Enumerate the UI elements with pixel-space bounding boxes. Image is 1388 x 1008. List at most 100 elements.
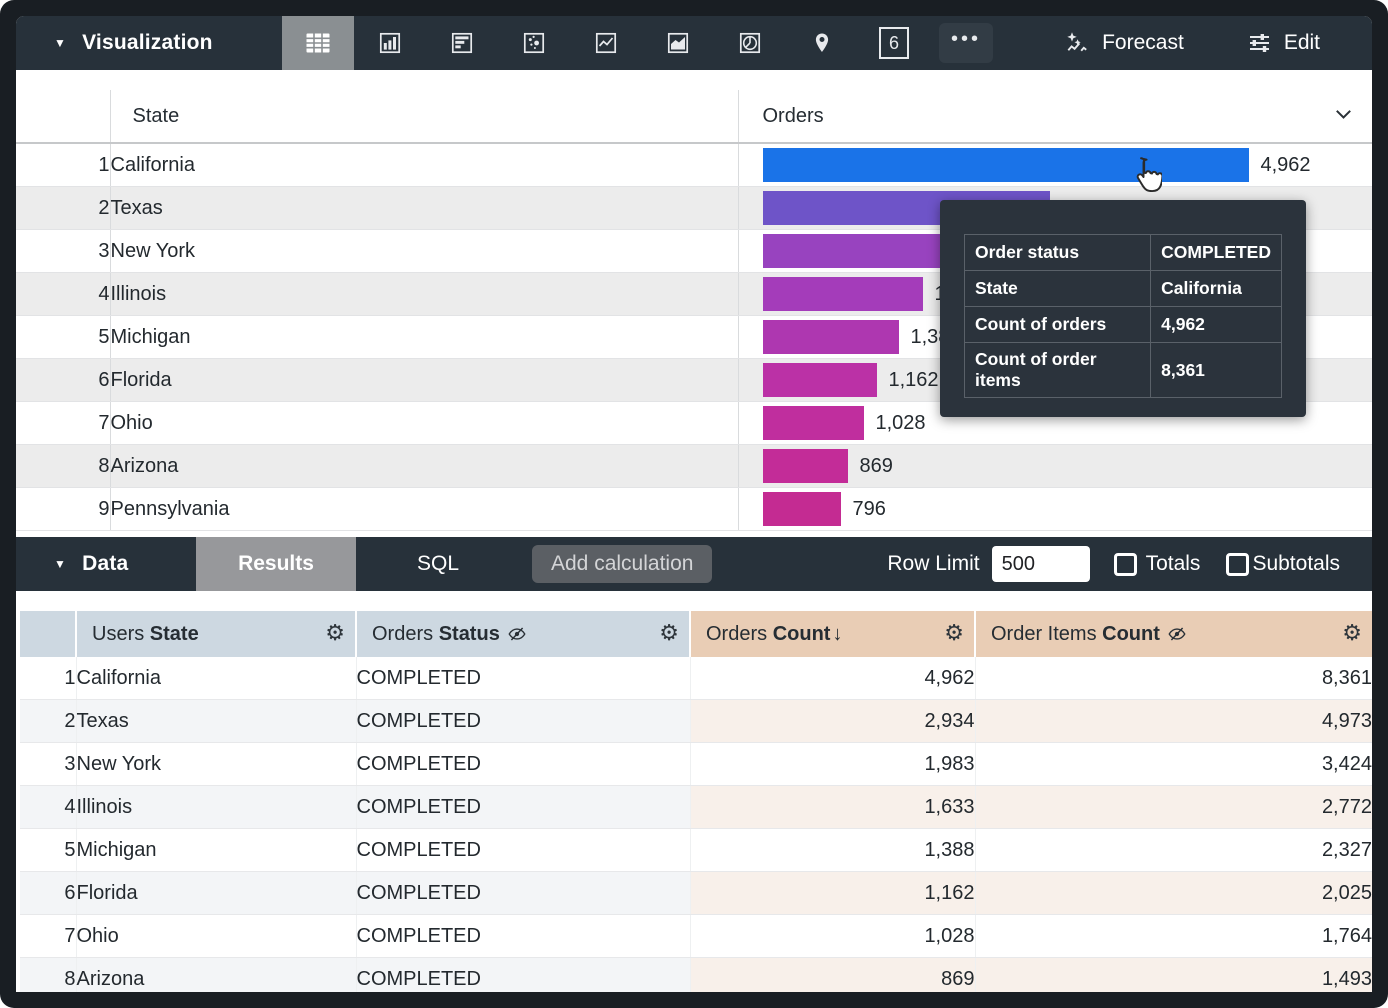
orders-bar[interactable] xyxy=(762,320,899,354)
single-value-icon: 6 xyxy=(879,27,909,59)
data-state-cell: Michigan xyxy=(76,828,357,872)
totals-checkbox[interactable] xyxy=(1113,552,1137,576)
viz-tab-map[interactable] xyxy=(786,16,858,70)
hover-tooltip: Order status COMPLETED State California Coun… xyxy=(940,200,1306,417)
orders-bar-value: 1,028 xyxy=(875,411,926,434)
data-row-number: 5 xyxy=(20,828,77,872)
column-header-orders-count[interactable]: Orders Count ↓ ⚙ xyxy=(690,611,976,657)
viz-orders-cell: 869 xyxy=(737,444,1372,488)
data-status-cell: COMPLETED xyxy=(356,871,691,915)
tooltip-row: Count of order items 8,361 xyxy=(963,342,1282,398)
hidden-field-icon xyxy=(1168,626,1186,641)
tooltip-label: Count of orders xyxy=(963,306,1152,343)
data-row: 6 Florida COMPLETED 1,162 2,025 xyxy=(20,871,1372,915)
forecast-button[interactable]: Forecast xyxy=(1064,16,1184,70)
sort-descending-icon: ↓ xyxy=(832,622,843,645)
forecast-sparkle-icon xyxy=(1067,32,1087,52)
orders-bar[interactable] xyxy=(762,406,864,440)
data-table-body: 1 California COMPLETED 4,962 8,361 2 Texas COMP… xyxy=(20,657,1372,992)
add-calculation-button[interactable]: Add calculation xyxy=(532,545,713,583)
viz-row-number: 8 xyxy=(16,444,110,488)
viz-tab-more[interactable]: ••• xyxy=(930,16,1002,70)
gear-icon[interactable]: ⚙ xyxy=(659,619,679,645)
hidden-field-icon xyxy=(508,626,526,641)
viz-tab-scatter-plot[interactable] xyxy=(498,16,570,70)
tooltip-value: California xyxy=(1150,270,1282,307)
chevron-down-icon[interactable] xyxy=(1335,109,1352,120)
data-status-cell: COMPLETED xyxy=(356,914,691,958)
viz-state-cell: Arizona xyxy=(109,444,738,488)
column-header-users-state[interactable]: Users State ⚙ xyxy=(76,611,357,657)
data-menu[interactable]: ▼ Data xyxy=(16,537,196,591)
viz-tab-column-chart[interactable] xyxy=(354,16,426,70)
data-status-cell: COMPLETED xyxy=(356,699,691,743)
data-state-cell: Illinois xyxy=(76,785,357,829)
data-orders-count-cell: 2,934 xyxy=(690,699,976,743)
visualization-menu[interactable]: ▼ Visualization xyxy=(16,16,282,70)
viz-row-number: 9 xyxy=(16,487,110,531)
caret-down-icon: ▼ xyxy=(54,36,67,50)
viz-state-cell: Ohio xyxy=(109,401,738,445)
viz-orders-header[interactable]: Orders xyxy=(737,90,1372,144)
gear-icon[interactable]: ⚙ xyxy=(325,619,345,645)
orders-bar-value: 1,162 xyxy=(888,368,939,391)
tooltip-label: State xyxy=(963,270,1152,307)
orders-bar[interactable] xyxy=(762,492,841,526)
row-limit-input[interactable] xyxy=(991,546,1090,582)
tooltip-label: Count of order items xyxy=(963,342,1152,398)
subtotals-checkbox[interactable] xyxy=(1226,552,1250,576)
orders-bar[interactable] xyxy=(762,234,957,268)
viz-tab-area-chart[interactable] xyxy=(642,16,714,70)
orders-bar-value: 4,962 xyxy=(1260,153,1311,176)
subtotals-label: Subtotals xyxy=(1252,552,1340,575)
row-limit-label: Row Limit xyxy=(887,552,980,575)
data-menu-label: Data xyxy=(82,552,129,575)
data-rownum-header xyxy=(20,611,77,657)
viz-tab-pie-chart[interactable] xyxy=(714,16,786,70)
viz-row: 7 Ohio 1,028 xyxy=(16,401,1372,445)
data-row-number: 3 xyxy=(20,742,77,786)
data-state-cell: New York xyxy=(76,742,357,786)
viz-tab-line-chart[interactable] xyxy=(570,16,642,70)
data-row: 5 Michigan COMPLETED 1,388 2,327 xyxy=(20,828,1372,872)
orders-bar[interactable] xyxy=(762,277,923,311)
data-orders-count-cell: 1,388 xyxy=(690,828,976,872)
viz-state-header[interactable]: State xyxy=(109,90,738,144)
data-status-cell: COMPLETED xyxy=(356,657,691,700)
forecast-label: Forecast xyxy=(1102,31,1184,54)
gear-icon[interactable]: ⚙ xyxy=(944,619,964,645)
viz-row: 1 California 4,962 xyxy=(16,143,1372,187)
pie-chart-icon xyxy=(739,32,761,54)
row-limit-group: Row Limit Totals Subtotals xyxy=(887,537,1372,591)
viz-tab-bar-chart[interactable] xyxy=(426,16,498,70)
viz-row-number: 3 xyxy=(16,229,110,273)
orders-bar[interactable] xyxy=(762,148,1249,182)
edit-button[interactable]: Edit xyxy=(1246,16,1320,70)
data-state-cell: Arizona xyxy=(76,957,357,992)
viz-tab-single-value[interactable]: 6 xyxy=(858,16,930,70)
tooltip-row: Count of orders 4,962 xyxy=(963,306,1282,343)
data-order-items-count-cell: 3,424 xyxy=(975,742,1372,786)
scatter-plot-icon xyxy=(523,32,545,54)
more-options-icon: ••• xyxy=(939,23,993,63)
data-toolbar: ▼ Data Results SQL Add calculation Row L… xyxy=(16,537,1372,591)
column-header-orders-status[interactable]: Orders Status ⚙ xyxy=(356,611,691,657)
data-row-number: 6 xyxy=(20,871,77,915)
orders-bar[interactable] xyxy=(762,449,848,483)
edit-label: Edit xyxy=(1283,31,1320,54)
gear-icon[interactable]: ⚙ xyxy=(1342,619,1362,645)
orders-bar[interactable] xyxy=(762,363,877,397)
viz-row-number: 5 xyxy=(16,315,110,359)
viz-state-cell: California xyxy=(109,143,738,187)
viz-tab-table[interactable] xyxy=(282,16,354,70)
data-orders-count-cell: 1,983 xyxy=(690,742,976,786)
data-row: 3 New York COMPLETED 1,983 3,424 xyxy=(20,742,1372,786)
data-panel: Users State ⚙ Orders Status ⚙ Orders Count ↓ ⚙… xyxy=(16,591,1372,992)
visualization-menu-label: Visualization xyxy=(82,31,213,54)
data-state-cell: Texas xyxy=(76,699,357,743)
viz-row-number: 1 xyxy=(16,143,110,187)
column-header-order-items-count[interactable]: Order Items Count ⚙ xyxy=(975,611,1372,657)
tab-results[interactable]: Results xyxy=(196,537,356,591)
tooltip-label: Order status xyxy=(963,234,1152,271)
tab-sql[interactable]: SQL xyxy=(416,552,460,575)
